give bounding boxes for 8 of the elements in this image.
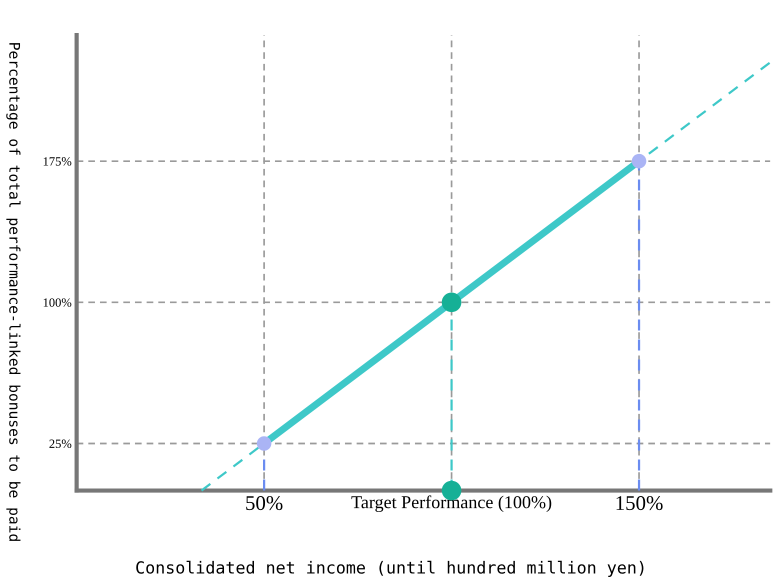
y-tick-label: 25% bbox=[49, 440, 72, 448]
y-tick-label: 175% bbox=[44, 157, 72, 166]
x-tick-label: 50% bbox=[246, 496, 282, 510]
x-axis-title: Consolidated net income (until hundred million yen) bbox=[136, 560, 644, 577]
y-axis-title: Percentage of total performance-linked bonuses to be paid bbox=[6, 43, 21, 541]
y-tick-label: 100% bbox=[44, 298, 72, 307]
x-tick-label: 150% bbox=[616, 496, 663, 510]
x-tick-label: Target Performance (100%) bbox=[351, 495, 552, 512]
